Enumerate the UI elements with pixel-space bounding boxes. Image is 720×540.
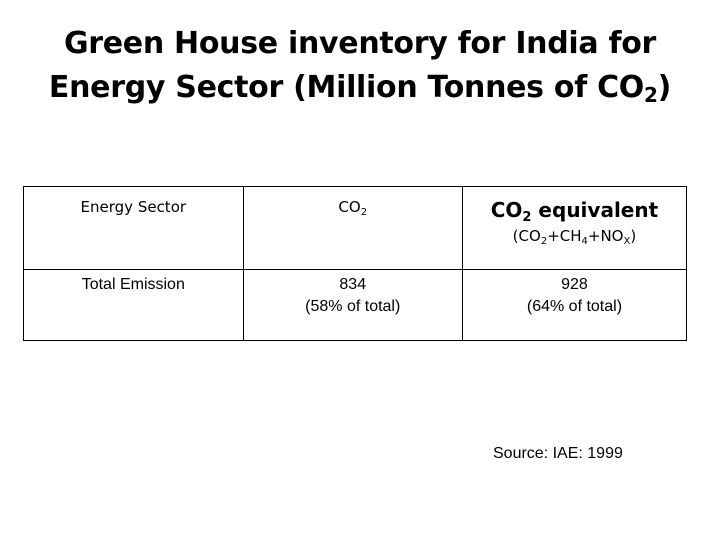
row-co2-cell: 834 (58% of total) [242, 269, 463, 341]
note-part-2: +CH [547, 227, 582, 245]
title-line-2-text: Energy Sector (Million Tonnes of CO [48, 70, 645, 105]
note-part-3: +NO [587, 227, 624, 245]
emission-table: Energy Sector CO2 CO2 equivalent (CO2+CH… [23, 186, 688, 341]
title-line-2: Energy Sector (Million Tonnes of CO2) [0, 66, 720, 110]
note-part-4: ) [630, 227, 637, 245]
header-co2e-note: (CO2+CH4+NOX) [463, 223, 686, 247]
row-co2e-value: 928 [561, 276, 588, 293]
page-title: Green House inventory for India for Ener… [0, 22, 720, 110]
header-co2e-sub: 2 [522, 210, 532, 225]
note-part-1: (CO [512, 227, 541, 245]
row-co2-value: 834 [339, 276, 367, 293]
row-label-cell: Total Emission [23, 269, 244, 341]
header-co2e-rest: equivalent [531, 198, 659, 222]
note-sub-1: 2 [540, 236, 548, 247]
note-sub-3: X [623, 236, 631, 247]
title-subscript: 2 [644, 83, 658, 107]
header-co2-sub: 2 [360, 207, 368, 218]
header-energy-sector: Energy Sector [23, 186, 244, 270]
row-label: Total Emission [81, 276, 185, 293]
row-co2-share: (58% of total) [305, 298, 401, 315]
table-row: Total Emission 834 (58% of total) 928 (6… [23, 269, 688, 341]
table-header-row: Energy Sector CO2 CO2 equivalent (CO2+CH… [23, 186, 688, 270]
header-co2: CO2 [242, 186, 463, 270]
header-co2e-main: CO [490, 198, 523, 222]
title-close-paren: ) [657, 70, 672, 105]
title-line-1: Green House inventory for India for [63, 26, 657, 61]
source-note: Source: IAE: 1999 [493, 445, 623, 462]
header-energy-sector-label: Energy Sector [80, 198, 187, 216]
header-co2-label: CO2 [244, 187, 462, 218]
note-sub-2: 4 [581, 236, 588, 247]
header-co2-equivalent: CO2 equivalent (CO2+CH4+NOX) [461, 186, 688, 270]
row-co2e-share: (64% of total) [526, 298, 623, 315]
row-co2e-cell: 928 (64% of total) [461, 269, 688, 341]
row-co2e-value-block: 928 (64% of total) [463, 270, 686, 318]
header-co2-main: CO [338, 198, 361, 216]
header-co2-equivalent-label: CO2 equivalent [463, 187, 686, 225]
row-co2-value-block: 834 (58% of total) [244, 270, 462, 318]
